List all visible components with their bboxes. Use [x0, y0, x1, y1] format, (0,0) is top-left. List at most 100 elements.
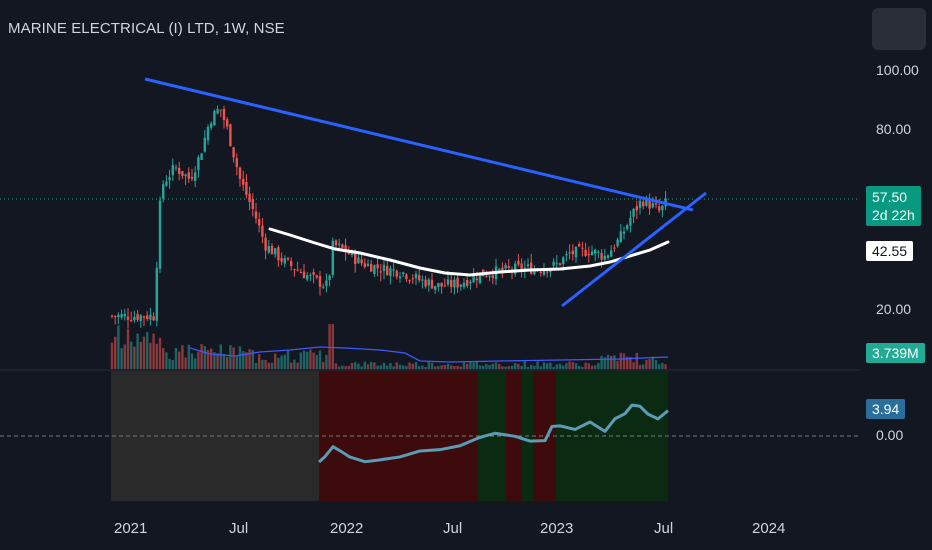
- candle-body: [542, 269, 546, 275]
- volume-bar: [210, 348, 213, 369]
- candle-body: [440, 282, 443, 287]
- volume-bar: [635, 352, 638, 369]
- candle-body: [507, 266, 510, 268]
- chart-settings-button[interactable]: [872, 8, 926, 50]
- volume-bar: [622, 353, 626, 369]
- candle-body: [158, 200, 162, 269]
- candle-body: [475, 278, 478, 281]
- volume-bar: [306, 351, 309, 369]
- candle-body: [114, 316, 117, 318]
- volume-bar: [395, 362, 398, 369]
- volume-bar: [619, 352, 622, 369]
- volume-bar: [469, 361, 472, 369]
- volume-bar: [178, 351, 181, 369]
- candle-body: [318, 276, 322, 287]
- candle-body: [203, 137, 206, 152]
- candle-body: [315, 275, 318, 278]
- candle-body: [533, 268, 536, 275]
- volume-bar: [485, 364, 488, 369]
- volume-bar: [507, 366, 510, 369]
- volume-bar: [133, 346, 136, 369]
- indicator-zone: [533, 371, 556, 501]
- candle-body: [629, 217, 632, 226]
- ascending-trendline: [561, 191, 707, 308]
- candle-body: [376, 264, 379, 269]
- volume-bar: [126, 329, 130, 369]
- candle-body: [584, 249, 587, 256]
- volume-bar: [232, 347, 235, 369]
- candle-body: [450, 280, 453, 287]
- candle-body: [587, 253, 590, 256]
- candle-body: [261, 225, 264, 237]
- candle-body: [386, 265, 389, 276]
- volume-bar: [539, 366, 542, 369]
- indicator-zone: [319, 371, 478, 501]
- volume-bar: [184, 357, 187, 369]
- volume-bar: [600, 355, 603, 369]
- volume-bar: [206, 350, 210, 369]
- candle-body: [277, 247, 280, 261]
- volume-bar: [421, 365, 424, 369]
- volume-bar: [190, 353, 194, 369]
- candle-body: [619, 231, 622, 243]
- volume-bar: [606, 354, 610, 369]
- volume-bar: [546, 363, 549, 369]
- candle-body: [309, 274, 312, 276]
- volume-bar: [283, 354, 286, 369]
- volume-bar: [357, 363, 360, 369]
- volume-bar: [264, 359, 267, 369]
- candle-body: [606, 255, 610, 258]
- candle-body: [485, 275, 488, 277]
- volume-bar: [226, 356, 229, 369]
- candle-body: [232, 147, 235, 158]
- price-tick-20: 20.00: [876, 301, 912, 317]
- volume-bar: [338, 366, 341, 369]
- volume-bar: [354, 362, 357, 369]
- candle-body: [501, 267, 504, 271]
- candle-body: [498, 269, 501, 271]
- volume-bar: [440, 365, 443, 369]
- volume-bar: [430, 362, 434, 369]
- volume-bar: [459, 366, 462, 369]
- candle-body: [341, 244, 344, 248]
- volume-bar: [402, 365, 405, 369]
- volume-bar: [110, 342, 114, 369]
- volume-bar: [491, 363, 494, 369]
- candle-body: [402, 272, 405, 274]
- candle-body: [430, 279, 434, 289]
- volume-bar: [482, 365, 485, 369]
- volume-bar: [434, 366, 437, 369]
- candle-body: [136, 314, 139, 320]
- candle-body: [210, 123, 213, 128]
- volume-bar: [664, 364, 667, 369]
- volume-bar: [254, 362, 258, 369]
- volume-bar: [453, 366, 456, 369]
- candle-body: [357, 257, 360, 264]
- volume-bar: [194, 358, 197, 369]
- candle-body: [398, 276, 402, 279]
- candle-body: [603, 255, 606, 260]
- volume-bar: [392, 366, 395, 369]
- candle-body: [334, 240, 338, 246]
- volume-bar: [158, 337, 162, 369]
- candle-body: [654, 203, 658, 205]
- candle-body: [270, 245, 274, 255]
- volume-bar: [379, 365, 382, 369]
- candle-body: [152, 316, 155, 321]
- volume-bar: [139, 342, 142, 369]
- candle-body: [254, 211, 258, 219]
- candle-body: [331, 240, 334, 275]
- candle-body: [610, 250, 613, 257]
- volume-bar: [373, 362, 376, 369]
- candle-body: [382, 264, 386, 271]
- candle-body: [219, 109, 222, 111]
- volume-bar: [398, 364, 402, 369]
- volume-bar: [450, 365, 453, 369]
- volume-bar: [149, 342, 152, 369]
- volume-bar: [376, 365, 379, 369]
- candle-body: [197, 157, 200, 171]
- candle-body: [213, 110, 216, 126]
- volume-bar: [555, 364, 558, 369]
- candle-body: [184, 174, 187, 177]
